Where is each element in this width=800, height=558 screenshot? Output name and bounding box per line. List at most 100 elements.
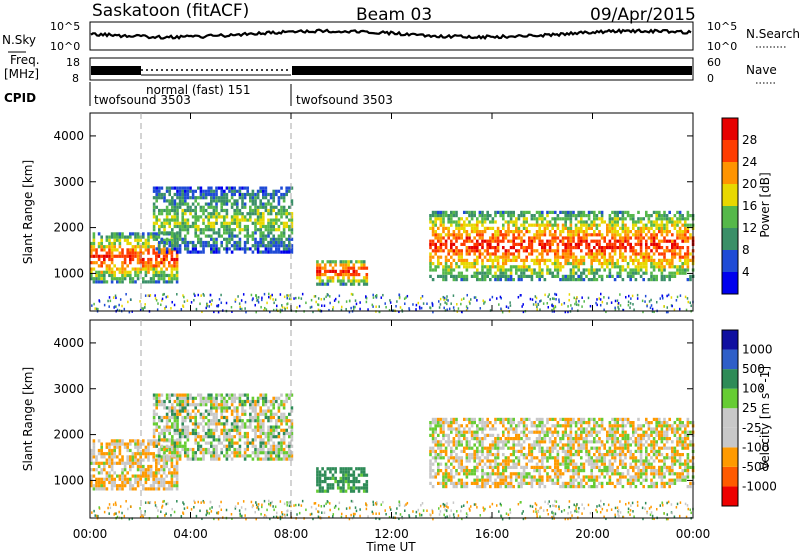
velocity-cell: [218, 435, 221, 438]
velocity-cell: [270, 454, 273, 457]
power-cell: [145, 248, 148, 251]
velocity-cell: [103, 468, 106, 471]
power-cell: [137, 255, 140, 258]
power-cell: [547, 302, 549, 305]
power-cell: [404, 298, 406, 301]
power-cell: [432, 230, 435, 233]
power-cell: [342, 279, 345, 282]
power-cell: [450, 214, 453, 217]
velocity-cell: [152, 478, 155, 481]
colorbar-tick-label: 28: [742, 133, 757, 147]
power-cell: [583, 256, 586, 259]
power-cell: [590, 305, 592, 308]
power-cell: [583, 240, 586, 243]
power-cell: [158, 228, 161, 231]
power-cell: [239, 302, 241, 305]
velocity-cell: [173, 481, 176, 484]
velocity-cell: [499, 479, 502, 482]
power-cell: [145, 239, 148, 242]
power-cell: [108, 235, 111, 238]
nave-tick-bottom: 0: [707, 72, 714, 85]
power-cell: [473, 252, 476, 255]
velocity-cell: [121, 484, 124, 487]
power-cell: [270, 193, 273, 196]
velocity-cell: [153, 442, 156, 445]
velocity-cell: [241, 406, 244, 409]
colorbar-tick-label: 16: [742, 199, 757, 213]
power-cell: [575, 259, 578, 262]
velocity-cell: [244, 394, 247, 397]
power-cell: [249, 199, 252, 202]
power-cell: [207, 206, 210, 209]
power-cell: [622, 240, 625, 243]
power-cell: [179, 231, 182, 234]
power-cell: [523, 259, 526, 262]
power-cell: [684, 268, 687, 271]
power-cell: [458, 272, 461, 275]
power-cell: [210, 193, 213, 196]
power-cell: [518, 252, 521, 255]
power-cell: [163, 199, 166, 202]
velocity-cell: [176, 471, 179, 474]
power-cell: [111, 242, 114, 245]
power-cell: [205, 235, 208, 238]
power-cell: [588, 243, 591, 246]
power-cell: [267, 251, 270, 254]
power-cell: [609, 259, 612, 262]
velocity-cell: [453, 450, 456, 453]
power-cell: [593, 246, 596, 249]
power-cell: [150, 264, 153, 267]
velocity-cell: [270, 400, 273, 403]
power-cell: [653, 240, 656, 243]
power-cell: [473, 272, 476, 275]
power-cell: [572, 259, 575, 262]
velocity-cell: [445, 440, 448, 443]
velocity-cell: [155, 400, 158, 403]
velocity-cell: [207, 432, 210, 435]
power-cell: [635, 259, 638, 262]
power-cell: [171, 215, 174, 218]
power-cell: [147, 264, 150, 267]
velocity-cell: [207, 448, 210, 451]
velocity-cell: [252, 397, 255, 400]
power-cell: [652, 308, 654, 311]
power-cell: [228, 222, 231, 225]
power-cell: [642, 256, 645, 259]
velocity-cell: [345, 480, 348, 483]
power-cell: [187, 187, 190, 190]
power-cell: [525, 227, 528, 230]
velocity-cell: [481, 459, 484, 462]
velocity-cell: [233, 435, 236, 438]
power-cell: [434, 230, 437, 233]
power-cell: [531, 246, 534, 249]
power-cell: [440, 275, 443, 278]
velocity-cell: [231, 445, 234, 448]
velocity-cell: [481, 479, 484, 482]
velocity-cell: [187, 410, 190, 413]
power-cell: [265, 187, 268, 190]
power-cell: [340, 279, 343, 282]
power-cell: [609, 224, 612, 227]
velocity-cell: [215, 451, 218, 454]
power-cell: [155, 271, 158, 274]
power-cell: [502, 268, 505, 271]
velocity-cell: [497, 450, 500, 453]
power-cell: [473, 243, 476, 246]
power-cell: [116, 277, 119, 280]
power-cell: [114, 306, 116, 309]
velocity-cell: [267, 416, 270, 419]
velocity-cell: [187, 429, 190, 432]
power-cell: [223, 199, 226, 202]
velocity-cell: [460, 440, 463, 443]
power-cell: [200, 196, 203, 199]
power-cell: [259, 228, 262, 231]
power-cell: [676, 236, 679, 239]
velocity-cell: [111, 484, 114, 487]
power-cell: [666, 249, 669, 252]
power-cell: [100, 255, 103, 258]
velocity-cell: [275, 400, 278, 403]
power-cell: [523, 240, 526, 243]
power-cell: [202, 244, 205, 247]
power-cell: [468, 240, 471, 243]
power-cell: [437, 275, 440, 278]
